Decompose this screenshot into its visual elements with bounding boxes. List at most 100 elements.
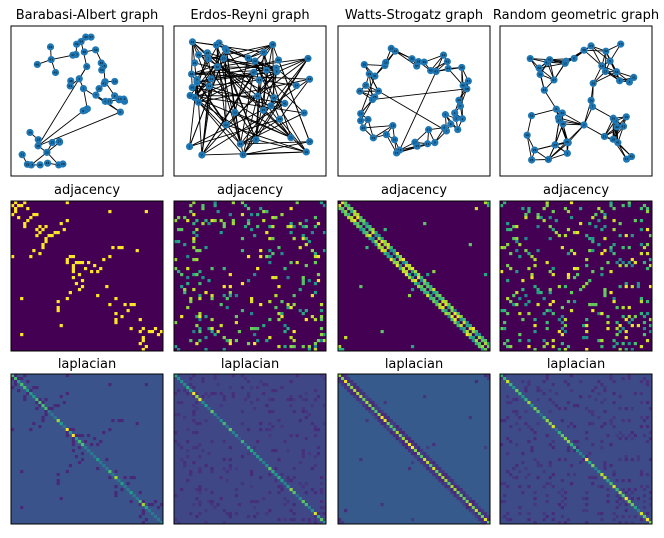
- heatmap-cell: [591, 216, 595, 220]
- node-label: 28: [611, 137, 615, 141]
- heatmap-cell: [621, 306, 625, 310]
- heatmap-cell: [548, 309, 552, 313]
- heatmap-cell: [204, 246, 208, 250]
- heatmap-cell: [246, 342, 251, 346]
- heatmap-cell: [474, 512, 478, 516]
- heatmap-cell: [222, 440, 226, 444]
- heatmap-cell: [298, 395, 302, 399]
- heatmap-cell: [246, 428, 251, 432]
- node-label: 44: [68, 84, 72, 88]
- heatmap-cell: [530, 446, 534, 450]
- heatmap-cell: [401, 440, 406, 444]
- heatmap-cell: [204, 404, 208, 408]
- heatmap-cell: [509, 300, 513, 304]
- graph-node: [588, 103, 597, 111]
- heatmap-cell: [576, 449, 580, 453]
- heatmap-cell: [56, 473, 60, 477]
- heatmap-cell: [198, 312, 202, 316]
- heatmap-cell: [195, 401, 199, 405]
- heatmap-cell: [648, 264, 653, 268]
- heatmap-cell: [192, 386, 196, 390]
- heatmap-cell: [243, 443, 248, 447]
- heatmap-cell: [277, 518, 281, 522]
- node-label: 9: [196, 78, 198, 82]
- heatmap-cell: [313, 398, 318, 402]
- heatmap-cell: [386, 419, 390, 423]
- node-label: 9: [434, 141, 436, 145]
- heatmap-cell: [410, 279, 415, 283]
- heatmap-cell: [150, 512, 155, 516]
- graph-node: [250, 68, 258, 76]
- graph-node: [360, 60, 368, 69]
- heatmap-cell: [612, 392, 616, 396]
- heatmap-cell: [566, 440, 571, 444]
- node-label: 17: [384, 133, 388, 137]
- heatmap-cell: [274, 276, 278, 280]
- heatmap-cell: [506, 312, 510, 316]
- heatmap-cell: [83, 446, 88, 450]
- heatmap-cell: [259, 303, 263, 307]
- heatmap-cell: [509, 252, 513, 256]
- heatmap-cell: [414, 282, 418, 286]
- heatmap-cell: [371, 404, 375, 408]
- heatmap-cell: [527, 339, 531, 343]
- graph-node: [609, 114, 617, 122]
- heatmap-cell: [597, 243, 601, 247]
- graph-edge: [194, 66, 218, 98]
- heatmap-cell: [289, 398, 293, 402]
- heatmap-cell: [295, 261, 299, 265]
- heatmap-cell: [304, 491, 308, 495]
- heatmap-cell: [177, 348, 181, 352]
- graph-node: [260, 48, 268, 57]
- heatmap-cell: [585, 234, 589, 238]
- heatmap-cell: [585, 336, 589, 340]
- heatmap-cell: [359, 285, 363, 289]
- heatmap-cell: [551, 485, 555, 489]
- graph-node: [80, 48, 88, 56]
- heatmap-cell: [250, 300, 254, 304]
- graph-node: [236, 140, 245, 148]
- heatmap-cell: [216, 330, 220, 334]
- heatmap-cell: [277, 491, 281, 495]
- heatmap-cell: [56, 231, 60, 235]
- graph-edge: [192, 41, 258, 97]
- heatmap-cell: [183, 461, 187, 465]
- heatmap-cell: [645, 300, 650, 304]
- heatmap-cell: [250, 386, 254, 390]
- node-label: 2: [207, 57, 209, 61]
- node-label: 1: [454, 111, 456, 115]
- heatmap-cell: [566, 210, 571, 214]
- heatmap-cell: [114, 318, 118, 322]
- heatmap-cell: [147, 503, 151, 507]
- heatmap-cell: [606, 500, 610, 504]
- heatmap-cell: [585, 282, 589, 286]
- network-panel-1: 0123456789101112131415161718192021222324…: [10, 25, 164, 177]
- graph-node: [276, 115, 284, 123]
- heatmap-cell: [280, 386, 284, 390]
- heatmap-cell: [441, 306, 445, 310]
- heatmap-cell: [183, 288, 187, 292]
- heatmap-cell: [298, 461, 302, 465]
- heatmap-cell: [231, 219, 235, 223]
- heatmap-cell: [551, 339, 555, 343]
- heatmap-cell: [71, 428, 75, 432]
- heatmap-cell: [630, 503, 634, 507]
- heatmap-cell: [557, 285, 561, 289]
- heatmap-cell: [582, 285, 586, 289]
- heatmap-cell: [71, 443, 75, 447]
- heatmap-cell: [645, 339, 650, 343]
- heatmap-cell: [618, 285, 622, 289]
- graph-node: [222, 46, 231, 55]
- heatmap-cell: [438, 470, 442, 474]
- graph-node: [253, 92, 262, 100]
- heatmap-cell: [533, 324, 537, 328]
- heatmap-cell: [316, 446, 321, 450]
- heatmap-cell: [234, 512, 238, 516]
- heatmap-cell: [180, 285, 184, 289]
- heatmap-cell: [450, 309, 454, 313]
- heatmap-cell: [545, 374, 549, 378]
- node-label: 21: [366, 117, 370, 121]
- heatmap-cell: [506, 452, 510, 456]
- heatmap-cell: [636, 497, 640, 501]
- graph-edge: [373, 125, 394, 139]
